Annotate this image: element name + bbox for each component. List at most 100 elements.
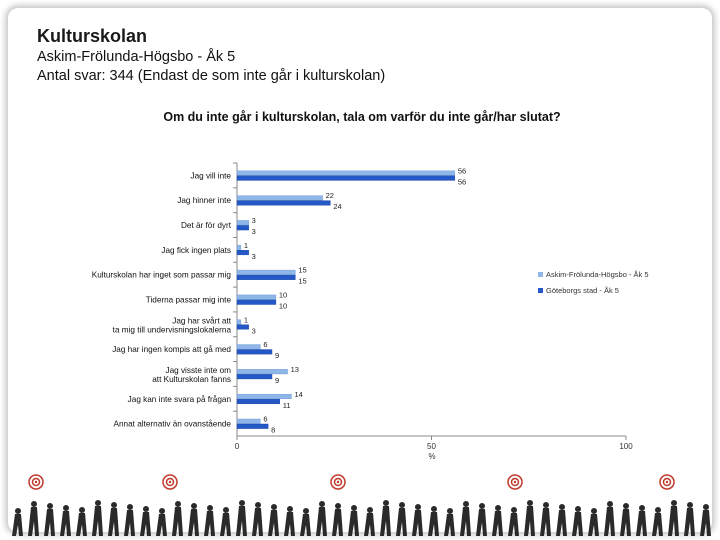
bar (236, 349, 273, 355)
person-figure-icon (175, 501, 181, 507)
person-figure-icon (607, 501, 613, 507)
legend-swatch (538, 272, 543, 277)
person-figure-icon (652, 513, 663, 536)
bar (236, 170, 456, 176)
person-figure-icon (492, 511, 503, 536)
bar-value-label: 8 (271, 426, 275, 435)
person-figure-icon (15, 508, 21, 514)
person-figure-icon (527, 500, 533, 506)
bar-value-label: 22 (326, 191, 334, 200)
person-figure-icon (188, 509, 199, 536)
person-figure-icon (127, 504, 133, 510)
bar-value-label: 13 (291, 365, 299, 374)
x-tick-label: 0 (235, 442, 240, 451)
bar-value-label: 56 (458, 177, 466, 186)
bar-value-label: 14 (294, 390, 302, 399)
bar-value-label: 3 (252, 227, 256, 236)
x-tick-label: 50 (427, 442, 436, 451)
person-figure-icon (543, 502, 549, 508)
person-figure-icon (252, 508, 263, 536)
person-figure-icon (524, 506, 535, 536)
person-figure-icon (588, 514, 599, 536)
bar-value-label: 15 (298, 266, 306, 275)
bar-value-label: 6 (263, 415, 267, 424)
bar (236, 393, 292, 399)
bar (236, 374, 273, 380)
bar-value-label: 10 (279, 291, 287, 300)
person-figure-icon (319, 501, 325, 507)
category-label: Jag har ingen kompis att gå med (112, 344, 231, 354)
bar (236, 319, 242, 325)
category-label: Kulturskolan har inget som passar mig (92, 271, 232, 280)
person-figure-icon (623, 503, 629, 509)
person-figure-icon (207, 505, 213, 511)
person-figure-icon (223, 507, 229, 513)
person-figure-icon (60, 511, 71, 536)
chart-title: Om du inte går i kulturskolan, tala om v… (163, 110, 560, 124)
legend-swatch (538, 288, 543, 293)
person-figure-icon (332, 509, 343, 536)
bar-value-label: 15 (298, 277, 306, 286)
person-figure-icon (428, 512, 439, 536)
person-figure-icon (396, 508, 407, 536)
person-figure-icon (255, 502, 261, 508)
bar (236, 418, 261, 424)
person-figure-icon (511, 507, 517, 513)
category-label: Jag har svårt att (172, 315, 231, 325)
person-figure-icon (191, 503, 197, 509)
category-label: Det är för dyrt (181, 221, 232, 230)
person-figure-icon (44, 509, 55, 536)
person-figure-icon (143, 506, 149, 512)
person-figure-icon (703, 504, 709, 510)
person-figure-icon (668, 506, 679, 536)
person-figure-icon (287, 506, 293, 512)
person-figure-icon (47, 503, 53, 509)
person-figure-icon (684, 508, 695, 536)
page-subtitle-respondents: Antal svar: 344 (Endast de som inte går … (37, 68, 386, 84)
category-label: Jag fick ingen plats (161, 246, 231, 255)
person-figure-icon (268, 510, 279, 536)
person-figure-icon (79, 507, 85, 513)
bar (236, 369, 288, 375)
person-figure-icon (316, 507, 327, 536)
bar-value-label: 9 (275, 376, 279, 385)
bar (236, 250, 249, 256)
person-figure-icon (399, 502, 405, 508)
x-axis-label: % (428, 452, 435, 461)
target-icon (513, 480, 517, 484)
bar-value-label: 24 (333, 202, 341, 211)
person-figure-icon (204, 511, 215, 536)
person-figure-icon (303, 508, 309, 514)
target-icon (665, 480, 669, 484)
person-figure-icon (108, 508, 119, 536)
bar (236, 245, 242, 251)
person-figure-icon (655, 507, 661, 513)
target-icon (168, 480, 172, 484)
person-figure-icon (31, 501, 37, 507)
person-figure-icon (671, 500, 677, 506)
person-figure-icon (636, 511, 647, 536)
category-label: Jag vill inte (190, 171, 231, 180)
person-figure-icon (575, 506, 581, 512)
person-figure-icon (236, 506, 247, 536)
bar (236, 423, 269, 429)
person-figure-icon (540, 508, 551, 536)
bar (236, 220, 249, 226)
person-figure-icon (559, 504, 565, 510)
bar-value-label: 3 (252, 252, 256, 261)
person-figure-icon (76, 513, 87, 536)
person-figure-icon (508, 513, 519, 536)
person-figure-icon (495, 505, 501, 511)
person-figure-icon (431, 506, 437, 512)
category-label: ta mig till undervisningslokalerna (113, 325, 232, 334)
bar-value-label: 1 (244, 315, 248, 324)
person-figure-icon (159, 508, 165, 514)
category-label: Jag hinner inte (177, 196, 231, 205)
bar (236, 324, 249, 330)
person-figure-icon (639, 505, 645, 511)
person-figure-icon (239, 500, 245, 506)
slide-frame (8, 8, 712, 532)
person-figure-icon (28, 507, 39, 536)
person-figure-icon (124, 510, 135, 536)
